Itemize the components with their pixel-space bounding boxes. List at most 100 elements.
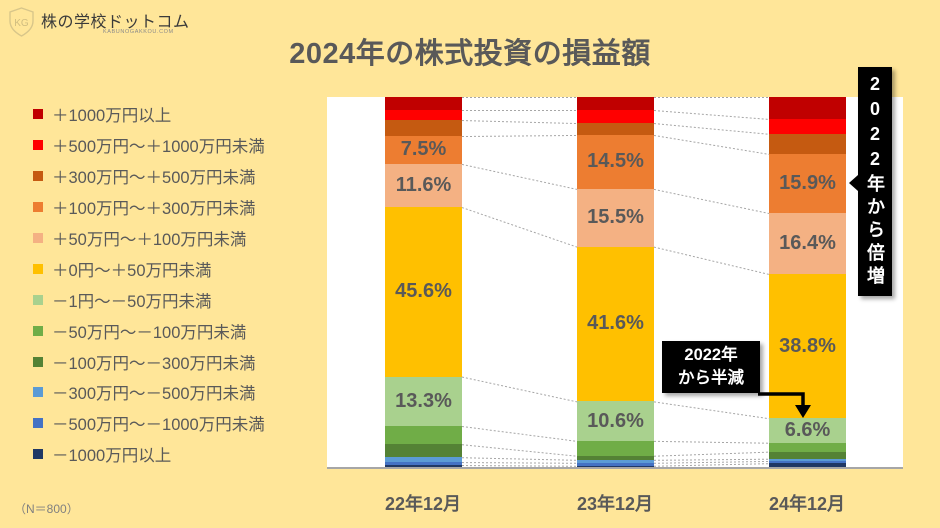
bar-segment <box>769 451 846 459</box>
legend-label: －1000万円以上 <box>52 447 172 466</box>
x-tick-label: 24年12月 <box>768 494 846 514</box>
bar-segment <box>385 444 462 458</box>
bar-segment <box>769 458 846 461</box>
bar-segment <box>385 110 462 121</box>
bar-segment <box>577 123 654 135</box>
svg-text:KG: KG <box>14 18 29 29</box>
bar-segment <box>385 120 462 137</box>
bar-segment: 38.8% <box>769 273 846 419</box>
logo-name: 株の学校ドットコム <box>41 14 190 31</box>
legend-item: ＋100万円～＋300万円未満 <box>33 192 265 223</box>
bar-segment <box>577 459 654 463</box>
bar-segment <box>385 462 462 466</box>
legend-label: ＋0円～＋50万円未満 <box>52 261 212 280</box>
legend-item: －50万円～－100万円未満 <box>33 315 265 346</box>
legend-label: －300万円～－500万円未満 <box>52 385 256 404</box>
callout-pointer-icon <box>849 175 858 191</box>
bar-segment: 41.6% <box>577 246 654 402</box>
bar-segment <box>769 118 846 134</box>
legend-item: －1円～－50万円未満 <box>33 284 265 315</box>
data-label: 6.6% <box>784 418 831 441</box>
bar-segment <box>769 460 846 464</box>
bar-1: 7.5% 11.6% 45.6% 13.3% <box>385 97 462 468</box>
bar-3: 15.9% 16.4% 38.8% 6.6% <box>769 97 846 468</box>
bar-segment <box>577 455 654 460</box>
legend-swatch-icon <box>33 449 43 460</box>
legend-label: －50万円～－100万円未満 <box>52 323 247 342</box>
bar-segment: 15.5% <box>577 188 654 247</box>
chart-title: 2024年の株式投資の損益額 <box>289 38 651 70</box>
callout-halved: 2022年 から半減 <box>662 341 760 393</box>
callout-halved-line2: から半減 <box>678 369 744 387</box>
bar-segment: 45.6% <box>385 207 462 377</box>
legend-label: ＋100万円～＋300万円未満 <box>52 200 256 219</box>
bar-segment <box>577 462 654 466</box>
bar-2: 14.5% 15.5% 41.6% 10.6% <box>577 97 654 468</box>
x-tick-label: 23年12月 <box>576 494 654 514</box>
bar-segment <box>577 110 654 124</box>
callout-doubled: 2022年から倍増 <box>858 67 892 296</box>
shield-logo-icon: KG <box>9 7 34 37</box>
data-label: 7.5% <box>400 138 447 161</box>
bar-segment <box>577 465 654 468</box>
stacked-bars: 7.5% 11.6% 45.6% 13.3% 14.5% 15.5% 41.6% 10.6% 1… <box>327 97 903 468</box>
bar-segment <box>769 97 846 119</box>
legend-swatch-icon <box>33 140 43 151</box>
legend-label: －500万円～－1000万円未満 <box>52 416 265 435</box>
legend-item: ＋0円～＋50万円未満 <box>33 253 265 284</box>
data-label: 45.6% <box>395 280 452 303</box>
bar-segment: 13.3% <box>385 376 462 426</box>
chart-plot-area: 7.5% 11.6% 45.6% 13.3% 14.5% 15.5% 41.6% 10.6% 1… <box>327 97 903 469</box>
legend-label: ＋300万円～＋500万円未満 <box>52 169 256 188</box>
data-label: 15.5% <box>587 206 644 229</box>
legend-item: ＋500万円～＋1000万円未満 <box>33 130 265 161</box>
bar-segment <box>769 442 846 452</box>
bar-segment: 15.9% <box>769 153 846 213</box>
callout-doubled-text: 2022年から倍増 <box>865 74 885 289</box>
x-tick-label: 22年12月 <box>384 494 462 514</box>
legend: ＋1000万円以上 ＋500万円～＋1000万円未満 ＋300万円～＋500万円未満… <box>33 99 265 470</box>
data-label: 38.8% <box>779 334 836 357</box>
legend-swatch-icon <box>33 387 43 398</box>
bar-segment: 7.5% <box>385 136 462 164</box>
legend-item: ＋1000万円以上 <box>33 99 265 130</box>
legend-swatch-icon <box>33 263 43 274</box>
bar-segment <box>577 440 654 456</box>
legend-swatch-icon <box>33 202 43 213</box>
bar-segment: 6.6% <box>769 418 846 443</box>
bar-segment: 11.6% <box>385 163 462 208</box>
legend-label: ＋500万円～＋1000万円未満 <box>52 138 265 157</box>
data-label: 41.6% <box>587 312 644 335</box>
bar-segment: 16.4% <box>769 212 846 274</box>
bar-segment <box>385 425 462 445</box>
legend-label: －100万円～－300万円未満 <box>52 354 256 373</box>
data-label: 11.6% <box>395 173 452 196</box>
legend-swatch-icon <box>33 171 43 182</box>
bar-segment <box>769 463 846 468</box>
legend-item: －1000万円以上 <box>33 439 265 470</box>
data-label: 16.4% <box>779 231 836 254</box>
bar-segment <box>769 133 846 154</box>
sample-size-note: （N＝800） <box>14 502 79 516</box>
legend-swatch-icon <box>33 325 43 336</box>
bar-segment <box>385 465 462 468</box>
data-label: 15.9% <box>779 171 836 194</box>
data-label: 13.3% <box>395 389 452 412</box>
legend-swatch-icon <box>33 233 43 243</box>
legend-item: －300万円～－500万円未満 <box>33 377 265 408</box>
legend-swatch-icon <box>33 418 43 429</box>
series-connector-lines <box>461 97 770 468</box>
data-label: 10.6% <box>587 409 644 432</box>
legend-item: －500万円～－1000万円未満 <box>33 408 265 439</box>
bar-segment: 10.6% <box>577 401 654 441</box>
data-label: 14.5% <box>587 150 644 173</box>
bar-segment: 14.5% <box>577 134 654 189</box>
x-axis-line <box>327 467 903 469</box>
legend-swatch-icon <box>33 294 43 305</box>
legend-item: ＋300万円～＋500万円未満 <box>33 161 265 192</box>
bar-segment <box>577 97 654 111</box>
bar-segment <box>385 97 462 110</box>
legend-label: ＋1000万円以上 <box>52 107 172 126</box>
callout-halved-line1: 2022年 <box>684 346 738 364</box>
legend-label: ＋50万円～＋100万円未満 <box>52 231 247 249</box>
